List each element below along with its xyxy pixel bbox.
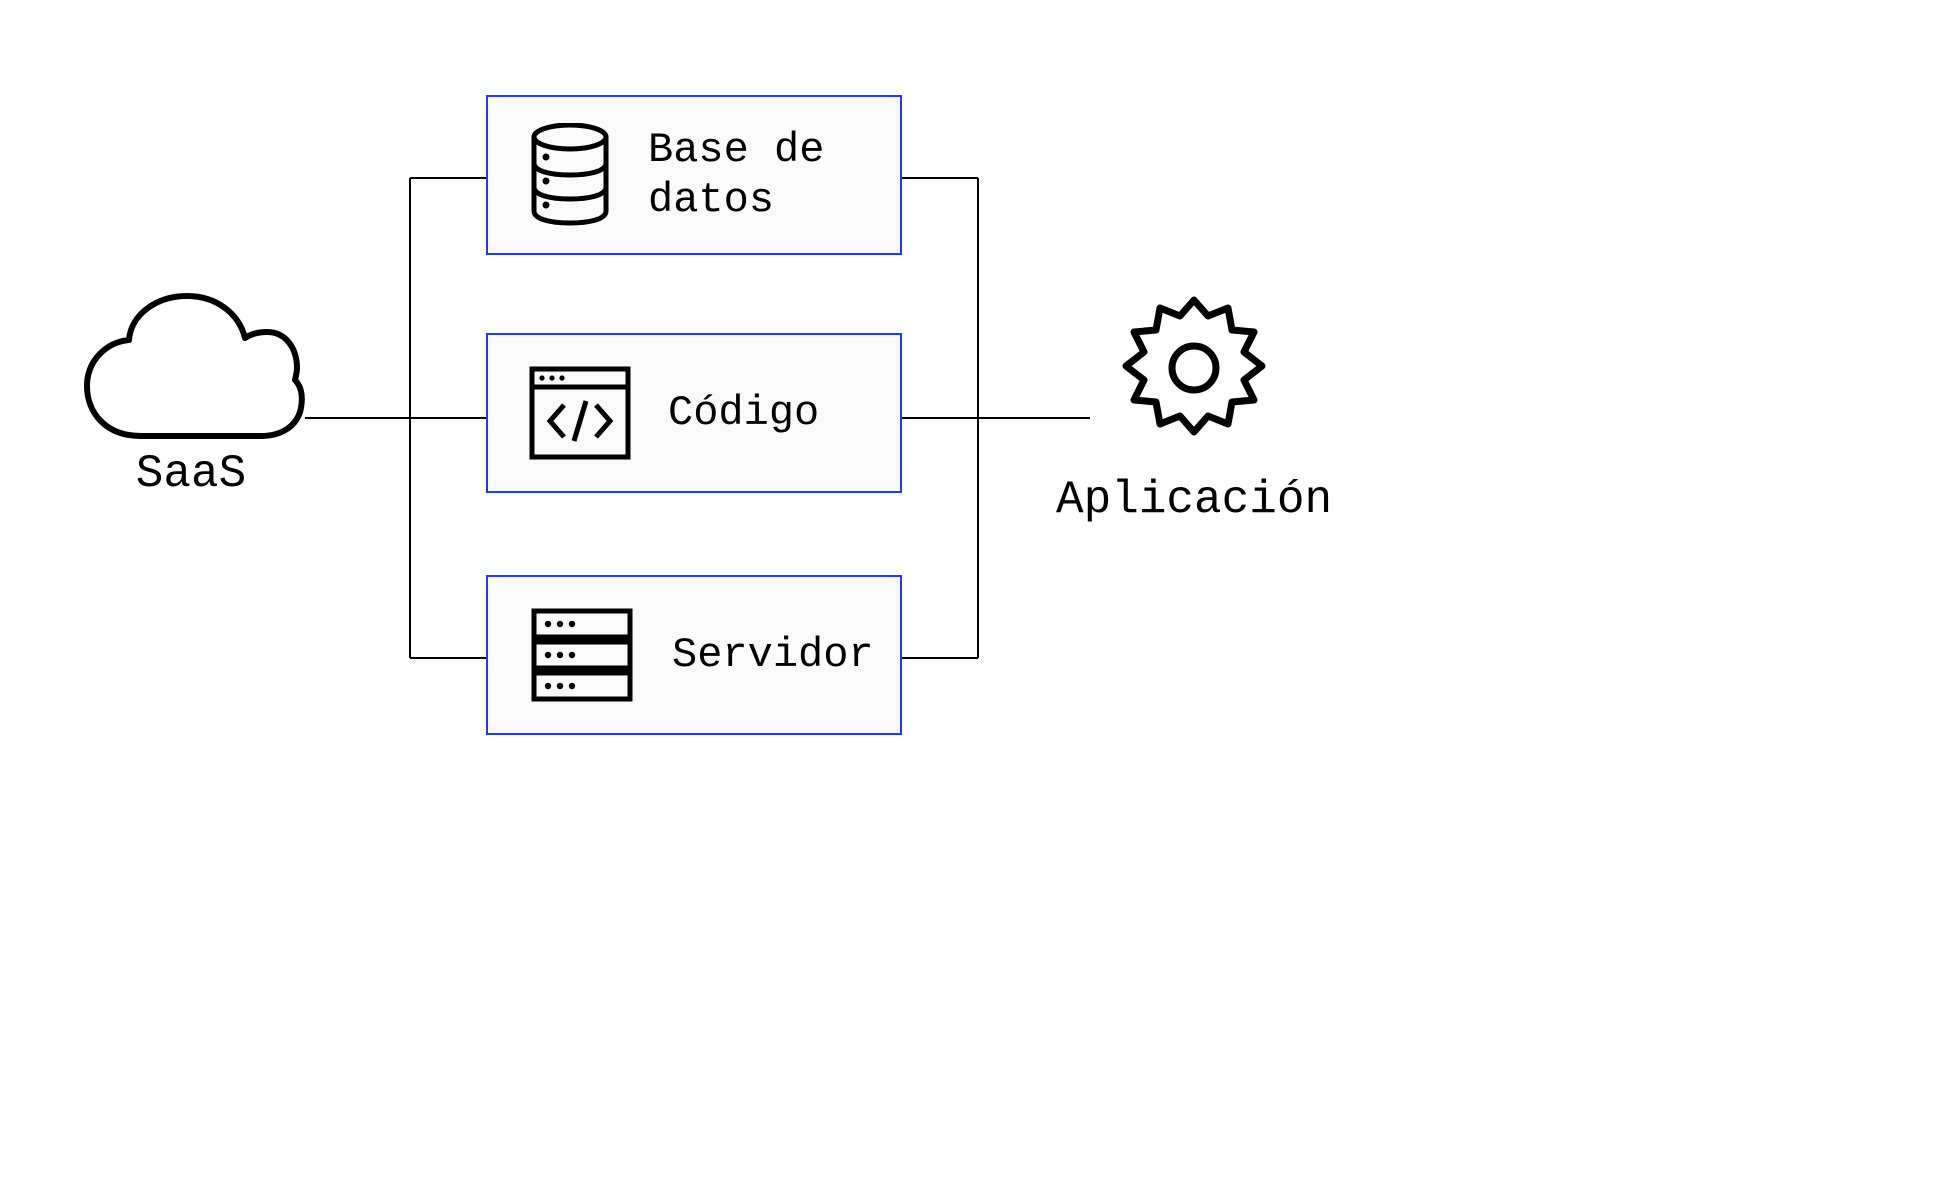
application-node: Aplicación [1056,288,1332,526]
database-icon [528,123,612,227]
server-node: Servidor [486,575,902,735]
code-label: Código [668,388,819,438]
saas-node: SaaS [75,288,307,500]
code-node: Código [486,333,902,493]
gear-icon [1110,288,1278,456]
saas-label: SaaS [136,448,246,500]
server-icon [528,605,636,705]
server-label: Servidor [672,630,874,680]
database-label: Base de datos [648,125,824,226]
code-window-icon [528,365,632,461]
saas-architecture-diagram: SaaS Base de datos [0,0,1959,1177]
application-label: Aplicación [1056,474,1332,526]
database-node: Base de datos [486,95,902,255]
diagram-connectors [0,0,1959,1177]
cloud-icon [75,288,307,440]
